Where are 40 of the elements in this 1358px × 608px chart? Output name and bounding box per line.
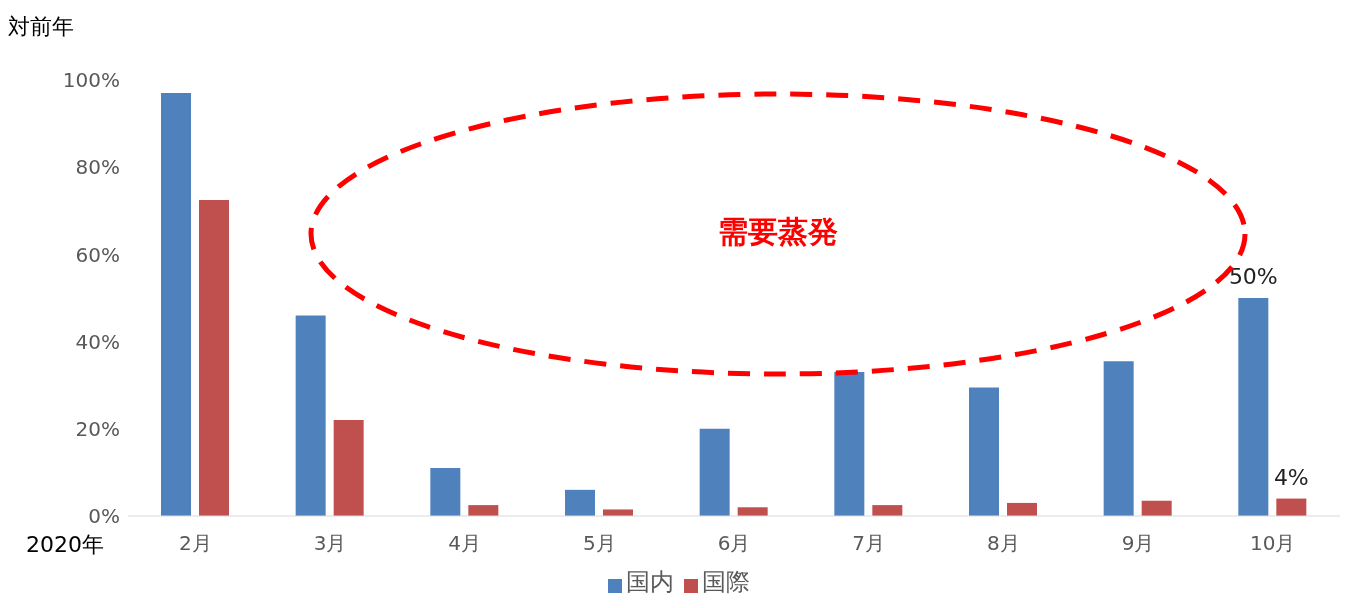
bar <box>872 505 903 516</box>
annotation: 需要蒸発 <box>717 213 839 251</box>
y-tick-label: 40% <box>75 329 120 354</box>
bar <box>161 93 191 516</box>
bar <box>1007 502 1037 516</box>
x-tick-label: 10月 <box>1249 531 1296 556</box>
bar <box>699 428 730 516</box>
legend-label: 国内 <box>626 568 674 596</box>
y-tick-label: 20% <box>75 416 120 441</box>
bar <box>969 387 999 516</box>
x-tick-label: 9月 <box>1121 531 1155 556</box>
x-tick-label: 6月 <box>717 531 751 556</box>
x-tick-label: 4月 <box>448 531 482 556</box>
y-tick-label: 0% <box>88 504 120 529</box>
y-tick-label: 100% <box>62 68 120 93</box>
bar <box>1141 500 1172 516</box>
x-axis-title: 2020年 <box>26 531 104 559</box>
bar <box>565 489 595 516</box>
bar <box>430 468 461 516</box>
y-axis-title: 対前年 <box>8 13 74 41</box>
bar <box>603 509 633 516</box>
x-tick-label: 5月 <box>582 531 616 556</box>
bar <box>468 505 499 516</box>
bar <box>1103 361 1134 516</box>
bar <box>333 420 364 516</box>
bar <box>295 315 326 516</box>
bar <box>199 199 229 516</box>
data-label: 4% <box>1273 464 1309 490</box>
x-tick-label: 7月 <box>852 531 886 556</box>
x-tick-label: 8月 <box>986 531 1020 556</box>
x-tick-label: 2月 <box>178 531 212 556</box>
y-tick-label: 80% <box>75 155 120 180</box>
legend-label: 国際 <box>702 568 750 596</box>
bar <box>834 372 865 516</box>
bar <box>737 507 768 516</box>
bar <box>1238 298 1269 516</box>
y-tick-label: 60% <box>75 242 120 267</box>
data-label: 50% <box>1228 264 1278 289</box>
x-tick-label: 3月 <box>313 531 347 556</box>
bar <box>1276 498 1307 516</box>
